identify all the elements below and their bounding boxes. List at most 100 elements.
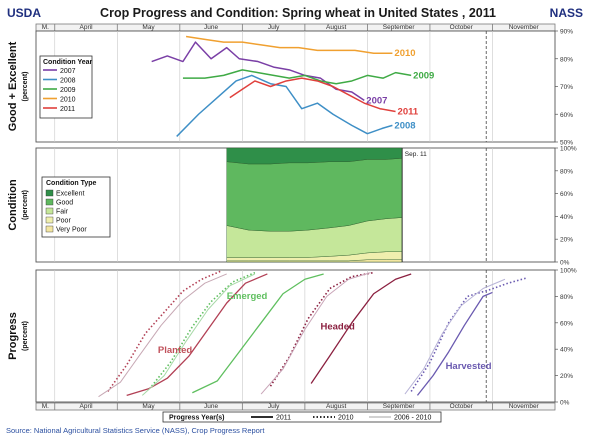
- legend-item-label: 2009: [60, 87, 76, 94]
- stage-label: Headed: [321, 321, 356, 332]
- month-label: June: [204, 24, 218, 31]
- month-axis-top: [35, 23, 556, 32]
- series-end-label: 2011: [398, 106, 419, 117]
- nass-label: NASS: [550, 6, 583, 20]
- ytick-label: 20%: [560, 373, 573, 380]
- month-label: May: [142, 24, 155, 31]
- legend-swatch: [45, 216, 54, 224]
- area-end-line: [401, 148, 403, 262]
- y-axis-sublabel: (percent): [22, 321, 29, 351]
- legend-item-label: 2008: [60, 78, 76, 85]
- y-axis-sublabel: (percent): [22, 190, 29, 220]
- condition-legend: Condition Type Excellent Good Fair Poor Very …: [41, 176, 111, 238]
- panel-good-excellent: 90% 80% 70% 60% 50% Good + Excellent (percent)…: [7, 29, 573, 147]
- ytick-label: 0%: [560, 400, 570, 407]
- series-line-2011: [229, 77, 396, 113]
- stage-label: Planted: [158, 345, 193, 356]
- series-line-2008: [176, 74, 393, 137]
- legend-item-label: 2010: [60, 97, 76, 104]
- month-label: May: [142, 403, 155, 410]
- month-label: September: [383, 24, 416, 31]
- chart-title: Crop Progress and Condition: Spring whea…: [100, 6, 496, 20]
- series-end-label: 2007: [366, 95, 387, 106]
- usda-label: USDA: [7, 6, 41, 20]
- ytick-label: 20%: [560, 237, 573, 244]
- legend-swatch: [45, 198, 54, 206]
- ytick-label: 100%: [560, 146, 577, 153]
- month-label: October: [450, 403, 474, 410]
- ytick-label: 70%: [560, 84, 573, 91]
- panel-condition: 100% 80% 60% 40% 20% 0% Condition (percent) Sep.…: [7, 146, 577, 267]
- series-line-headed-2011: [310, 273, 412, 384]
- legend-item-label: 2007: [60, 68, 76, 75]
- y-axis-label: Good + Excellent: [7, 41, 19, 131]
- stage-label: Emerged: [227, 291, 268, 302]
- month-label: August: [326, 403, 346, 410]
- month-label: November: [509, 24, 540, 31]
- legend-box: [41, 176, 111, 238]
- series-line-2010: [185, 35, 393, 54]
- sep11-annotation: Sep. 11: [405, 151, 427, 158]
- series-line-harvested-2011: [416, 291, 493, 396]
- month-label: July: [268, 24, 280, 31]
- source-note: Source: National Agricultural Statistics…: [6, 426, 265, 435]
- ytick-label: 60%: [560, 191, 573, 198]
- legend-title: Condition Year: [43, 59, 93, 66]
- series-end-label: 2008: [394, 120, 415, 131]
- series-line-planted-2006-2010: [98, 273, 227, 398]
- series-line-headed-2006-2010: [260, 272, 371, 395]
- y-axis-label: Progress: [7, 312, 19, 360]
- ytick-label: 80%: [560, 56, 573, 63]
- ytick-label: 80%: [560, 168, 573, 175]
- legend-item-label: Excellent: [56, 191, 84, 198]
- month-label: September: [383, 403, 416, 410]
- month-axis-bottom: [35, 402, 556, 411]
- ytick-label: 60%: [560, 320, 573, 327]
- legend-item-label: Good: [56, 200, 73, 207]
- legend-title: Condition Type: [46, 180, 97, 187]
- legend-item-label: 2011: [60, 106, 75, 113]
- legend-title: Progress Year(s): [169, 415, 225, 422]
- legend-item-label: 2006 - 2010: [394, 415, 431, 422]
- ytick-label: 100%: [560, 268, 577, 275]
- progress-legend: Progress Year(s) 2011 2010 2006 - 2010: [162, 411, 442, 423]
- legend-item-label: Very Poor: [56, 227, 87, 234]
- legend-item-label: Fair: [56, 209, 69, 216]
- month-label: June: [204, 403, 218, 410]
- panels-group: M. April May June July August September October…: [7, 23, 577, 423]
- legend-item-label: Poor: [56, 218, 71, 225]
- series-end-label: 2009: [413, 70, 434, 81]
- y-axis-label: Condition: [7, 179, 19, 231]
- ytick-label: 50%: [560, 140, 573, 147]
- panel-progress: 100% 80% 60% 40% 20% 0% Progress (percent) Plant…: [7, 268, 577, 423]
- series-line-emerged-2006-2010: [141, 273, 256, 396]
- plot-frame: [35, 269, 556, 403]
- area-layer-excellent: [226, 147, 403, 165]
- month-label: April: [80, 24, 94, 31]
- stage-label: Harvested: [446, 361, 492, 372]
- legend-swatch: [45, 225, 54, 233]
- series-line-emerged-2011: [192, 273, 324, 394]
- ytick-label: 40%: [560, 347, 573, 354]
- series-line-harvested-2006-2010: [404, 278, 506, 395]
- legend-item-label: 2010: [338, 415, 354, 422]
- month-label: April: [80, 403, 94, 410]
- month-label: M.: [42, 403, 49, 410]
- ytick-label: 90%: [560, 29, 573, 36]
- ytick-label: 80%: [560, 294, 573, 301]
- y-axis-sublabel: (percent): [22, 72, 29, 102]
- ytick-label: 60%: [560, 112, 573, 119]
- month-label: August: [326, 24, 346, 31]
- legend-swatch: [45, 207, 54, 215]
- month-label: November: [509, 403, 540, 410]
- series-end-label: 2010: [394, 48, 415, 59]
- month-label: October: [450, 24, 474, 31]
- year-legend: Condition Year 2007 2008 2009 2010 2011: [39, 55, 93, 119]
- month-label: M.: [42, 24, 49, 31]
- series-line-harvested-2010: [410, 277, 528, 392]
- legend-box: [162, 411, 442, 423]
- month-label: July: [268, 403, 280, 410]
- series-line-planted-2010: [107, 270, 221, 392]
